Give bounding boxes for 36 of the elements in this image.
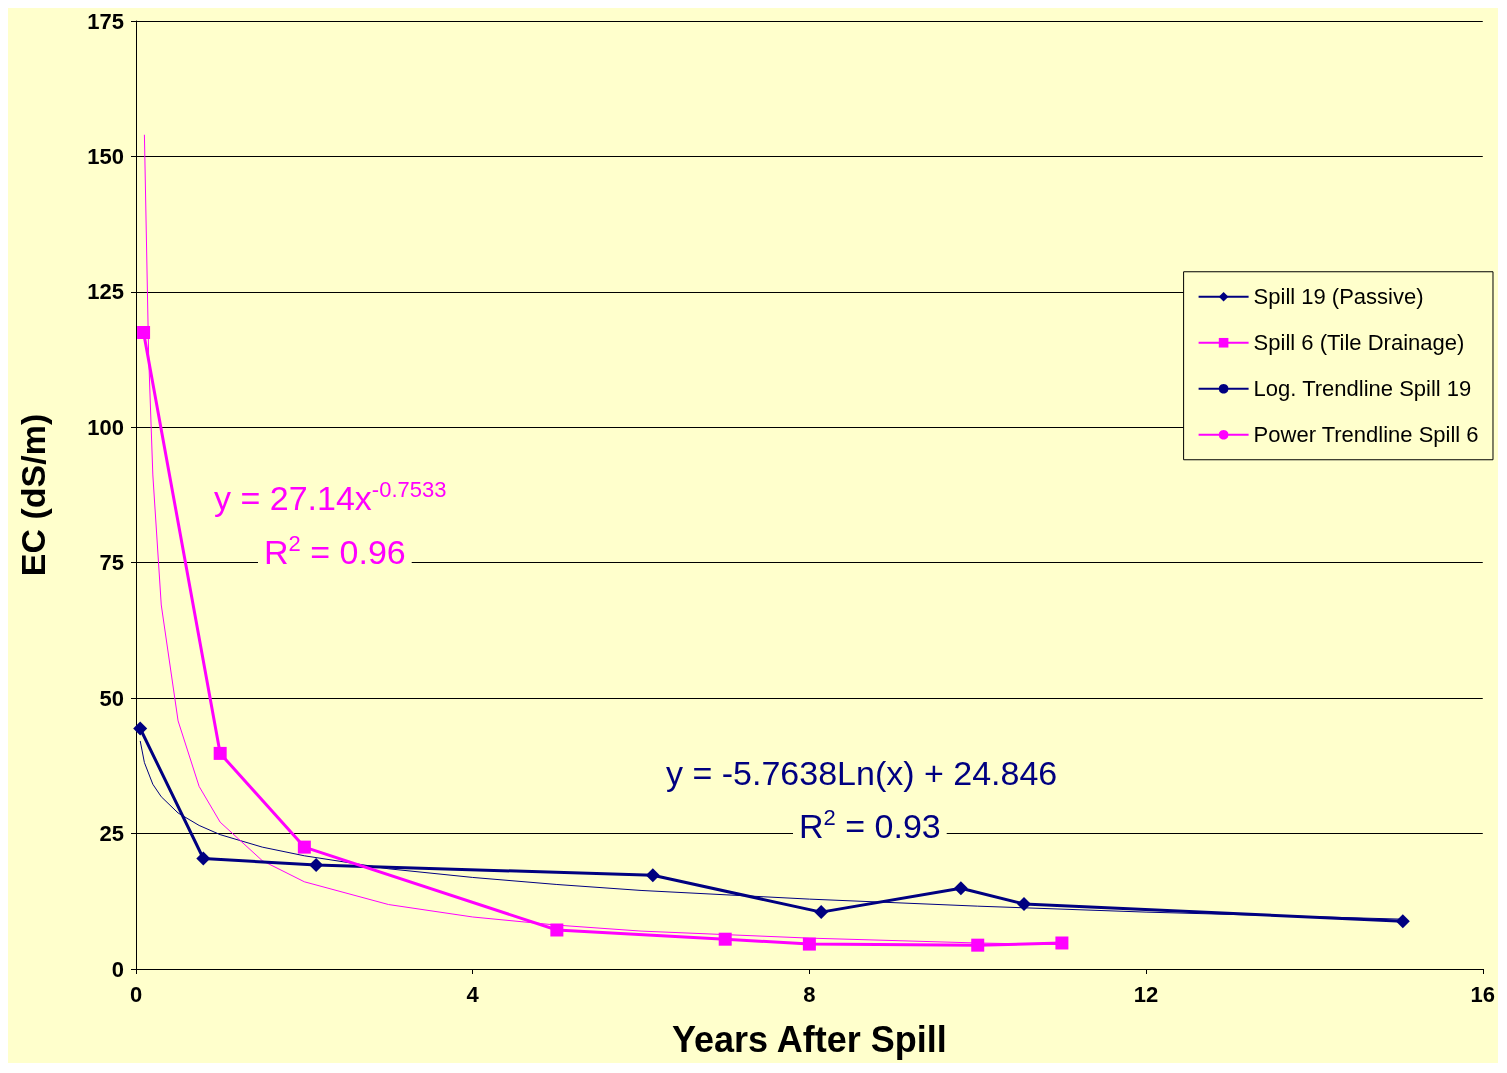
legend-label: Log. Trendline Spill 19 (1253, 376, 1472, 402)
y-axis-title: EC (dS/m) (14, 413, 52, 577)
y-tick-label: 25 (99, 821, 124, 847)
point (133, 721, 148, 736)
y-tick-label: 0 (111, 956, 124, 982)
point (1395, 914, 1410, 929)
y-tick-label: 75 (99, 550, 124, 576)
point (309, 857, 324, 872)
point (953, 881, 968, 896)
point (1017, 896, 1032, 911)
y-tick-label: 125 (87, 279, 124, 305)
point (196, 851, 211, 866)
x-tick-label: 4 (466, 981, 480, 1007)
point (718, 932, 732, 946)
point (971, 938, 985, 952)
legend-label: Spill 19 (Passive) (1253, 284, 1424, 310)
legend-label: Spill 6 (Tile Drainage) (1253, 330, 1465, 356)
point (645, 868, 660, 883)
x-axis-title: Years After Spill (671, 1018, 947, 1060)
point (814, 905, 829, 920)
point (802, 937, 816, 951)
point (550, 923, 564, 937)
point (213, 746, 227, 760)
x-tick-label: 16 (1470, 981, 1496, 1007)
point (297, 840, 311, 854)
y-tick-label: 150 (87, 143, 124, 169)
x-tick-label: 8 (803, 981, 816, 1007)
point (1055, 936, 1069, 950)
x-tick-label: 12 (1133, 981, 1159, 1007)
y-tick-label: 175 (87, 8, 124, 34)
y-tick-label: 100 (87, 414, 124, 440)
x-tick-label: 0 (129, 981, 143, 1007)
point (137, 325, 151, 339)
annotation: y = -5.7638Ln(x) + 24.846 (666, 754, 1058, 792)
legend-label: Power Trendline Spill 6 (1253, 422, 1479, 448)
y-tick-label: 50 (99, 685, 124, 711)
